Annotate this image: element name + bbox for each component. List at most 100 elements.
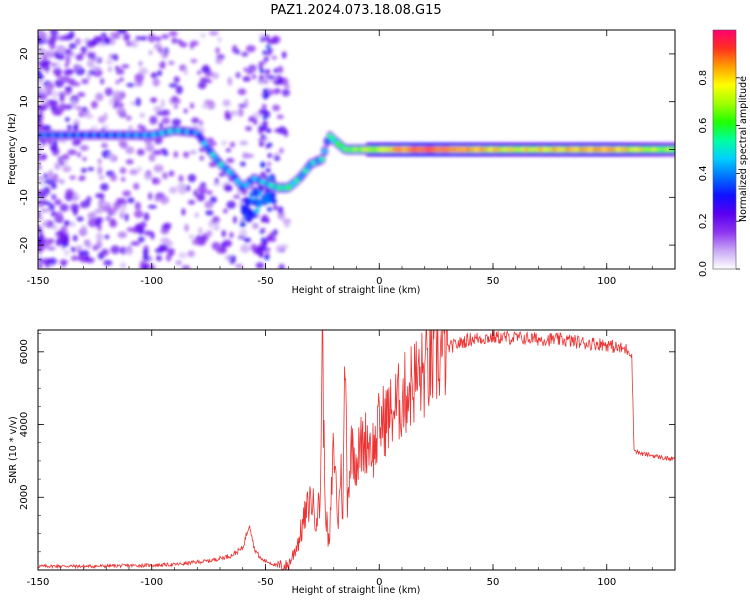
spectrogram-noise	[117, 30, 128, 35]
spectrogram-noise	[51, 62, 57, 68]
snr-y-tick-label: 6000	[19, 339, 30, 364]
spectrogram-noise	[149, 263, 156, 269]
spectrogram-noise	[272, 104, 281, 112]
spectrogram-noise	[67, 149, 77, 156]
spectrogram-noise	[133, 210, 144, 219]
spectrogram-noise	[260, 237, 266, 243]
spectrogram-noise	[229, 141, 236, 148]
spectrogram-noise	[140, 35, 148, 41]
spectrogram-noise	[60, 76, 71, 83]
spectrogram-noise	[261, 36, 267, 42]
spectrogram-noise	[70, 246, 77, 253]
spectrogram-noise	[155, 36, 162, 42]
spectrogram-noise	[105, 216, 110, 221]
spectrogram-noise	[64, 104, 73, 110]
spectrogram-noise	[173, 104, 179, 110]
spectrogram-noise	[222, 100, 231, 107]
spectrogram-noise	[115, 68, 125, 75]
spectrogram-noise	[64, 48, 73, 55]
spectrogram-ridge-peak	[455, 147, 462, 152]
spectrogram-noise	[161, 34, 170, 40]
spectrogram-noise	[277, 206, 284, 215]
spectrogram-noise	[259, 68, 265, 74]
spectrogram-noise	[205, 209, 214, 216]
spectrogram-noise	[143, 212, 150, 222]
spectrogram-noise	[107, 66, 113, 73]
spectrogram-noise	[246, 216, 253, 223]
spectrogram-noise	[117, 231, 128, 239]
spectrogram-noise	[162, 151, 169, 156]
spectrogram-noise	[120, 177, 126, 182]
spectrogram-noise	[168, 170, 175, 177]
spectrogram-noise	[277, 65, 284, 74]
spectrogram-noise	[103, 259, 113, 266]
spectrogram-noise	[224, 184, 233, 192]
spectrogram-noise	[265, 44, 271, 50]
spectrogram-noise	[73, 64, 81, 71]
spectrogram-noise	[49, 35, 58, 42]
spectrogram-noise	[163, 222, 172, 230]
spectrogram-noise	[147, 33, 156, 43]
spectrogram-noise	[171, 118, 182, 126]
spectrogram-noise	[38, 80, 43, 85]
spectrogram-noise	[173, 151, 179, 158]
spectrogram-noise	[221, 229, 227, 238]
spectrogram-noise	[266, 128, 272, 134]
spectrogram-noise	[77, 92, 86, 98]
spectrogram-noise	[261, 60, 267, 66]
spectrogram-noise	[255, 262, 265, 269]
spectrogram-noise	[56, 52, 65, 61]
spectrogram-noise	[260, 227, 266, 233]
spectrogram-noise	[161, 117, 171, 125]
spectrogram-noise	[168, 83, 178, 88]
spectrogram-noise	[119, 167, 127, 175]
spectrogram-noise	[137, 81, 143, 86]
spectrogram-noise	[108, 152, 115, 161]
spectrogram-noise	[100, 78, 105, 85]
spectrogram-noise	[232, 216, 238, 224]
spectrogram-ridge-peak	[533, 147, 540, 152]
spectrogram-noise	[55, 45, 66, 54]
spectrogram-noise	[273, 80, 283, 86]
spectrogram-noise	[187, 250, 195, 258]
spectrogram-y-tick-label: -10	[19, 189, 30, 205]
spectrogram-noise	[46, 39, 52, 45]
spectrogram-noise	[204, 79, 213, 84]
spectrogram-ridge-peak	[446, 147, 453, 152]
spectrogram-noise	[136, 166, 143, 173]
spectrogram-noise	[125, 247, 134, 256]
spectrogram-noise	[76, 216, 84, 222]
spectrogram-noise	[262, 88, 268, 94]
spectrogram-ridge-peak	[610, 147, 617, 152]
spectrogram-noise	[189, 102, 195, 109]
spectrogram-noise	[120, 262, 127, 269]
spectrogram-ridge-core	[321, 148, 328, 154]
spectrogram-ridge-peak	[528, 147, 535, 152]
spectrogram-noise	[252, 74, 257, 80]
spectrogram-noise	[38, 91, 47, 101]
spectrogram-noise	[277, 126, 287, 135]
spectrogram-noise	[47, 246, 56, 251]
spectrogram-noise	[175, 260, 183, 266]
spectrogram-noise	[196, 193, 206, 202]
spectrogram-noise	[153, 42, 162, 51]
spectrogram-noise	[95, 92, 104, 102]
spectrogram-ridge-peak	[519, 147, 526, 152]
spectrogram-ridge-peak	[492, 147, 499, 152]
spectrogram-noise	[116, 106, 126, 116]
spectrogram-ridge-peak	[546, 147, 553, 152]
spectrogram-noise	[80, 249, 90, 256]
spectrogram-noise	[222, 239, 233, 248]
spectrogram-noise	[41, 153, 47, 161]
spectrogram-noise	[100, 142, 109, 149]
spectrogram-noise	[41, 220, 48, 228]
spectrogram-noise	[225, 147, 232, 153]
spectrogram-noise	[38, 106, 43, 111]
colorbar-tick-label: 0.6	[698, 118, 709, 134]
spectrogram-ridge-peak	[437, 147, 444, 152]
spectrogram-y-tick-label: 20	[19, 48, 30, 61]
spectrogram-noise	[125, 159, 134, 165]
spectrogram-noise	[71, 139, 81, 147]
snr-x-ticks: -150 -100 -50 0 50 100	[27, 330, 676, 588]
spectrogram-noise	[266, 161, 272, 167]
